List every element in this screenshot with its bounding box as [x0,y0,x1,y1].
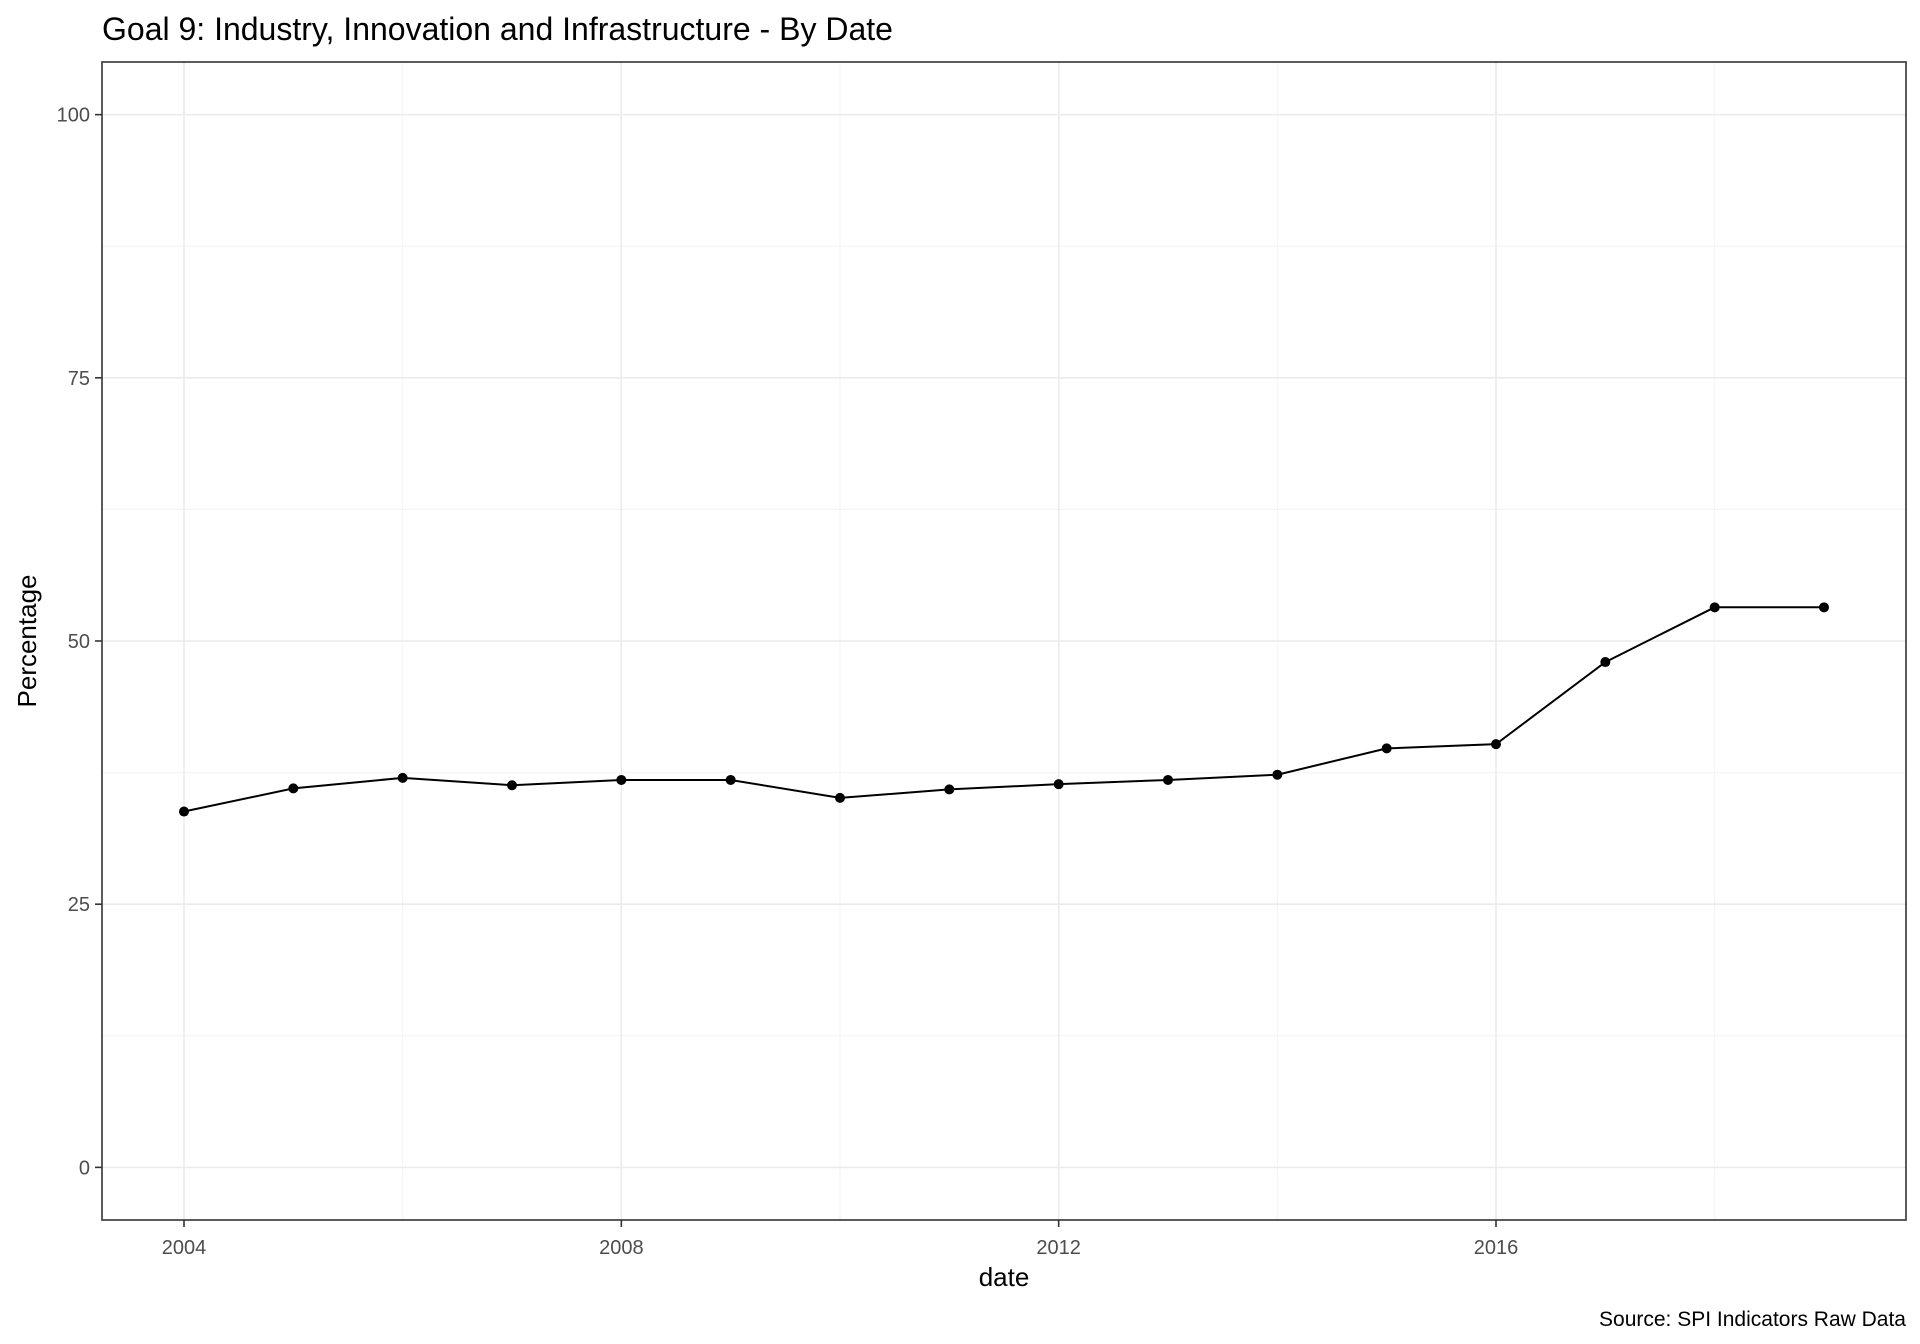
data-point [1600,657,1611,668]
series-line [183,606,1824,813]
data-point [397,772,408,783]
data-point [944,784,955,795]
y-tick-label: 75 [68,368,90,390]
series [179,602,1829,817]
chart-title: Goal 9: Industry, Innovation and Infrast… [102,11,893,47]
x-tick-label: 2012 [1036,1237,1081,1259]
axis-ticks: 0 25 50 75 100 2004 2008 2012 2016 [57,105,1519,1259]
data-point [179,806,189,817]
data-point [1709,602,1720,613]
x-tick-label: 2008 [599,1237,644,1259]
data-point [1381,743,1392,754]
y-axis-title: Percentage [12,575,42,708]
data-point [288,783,299,794]
data-point [507,780,517,791]
y-tick-label: 0 [79,1157,90,1179]
data-point [1491,739,1501,750]
data-point [1819,602,1829,613]
data-point [616,774,627,785]
y-tick-label: 25 [68,894,90,916]
data-point [835,792,845,803]
y-tick-label: 50 [68,631,90,653]
data-point [1053,779,1064,790]
caption: Source: SPI Indicators Raw Data [1599,1308,1906,1331]
grid [102,62,1906,1220]
y-tick-label: 100 [57,105,90,127]
x-tick-label: 2004 [162,1237,207,1259]
x-tick-label: 2016 [1474,1237,1519,1259]
data-point [1163,774,1173,785]
x-axis-title: date [979,1262,1030,1292]
data-point [1272,769,1283,780]
data-point [725,774,736,785]
